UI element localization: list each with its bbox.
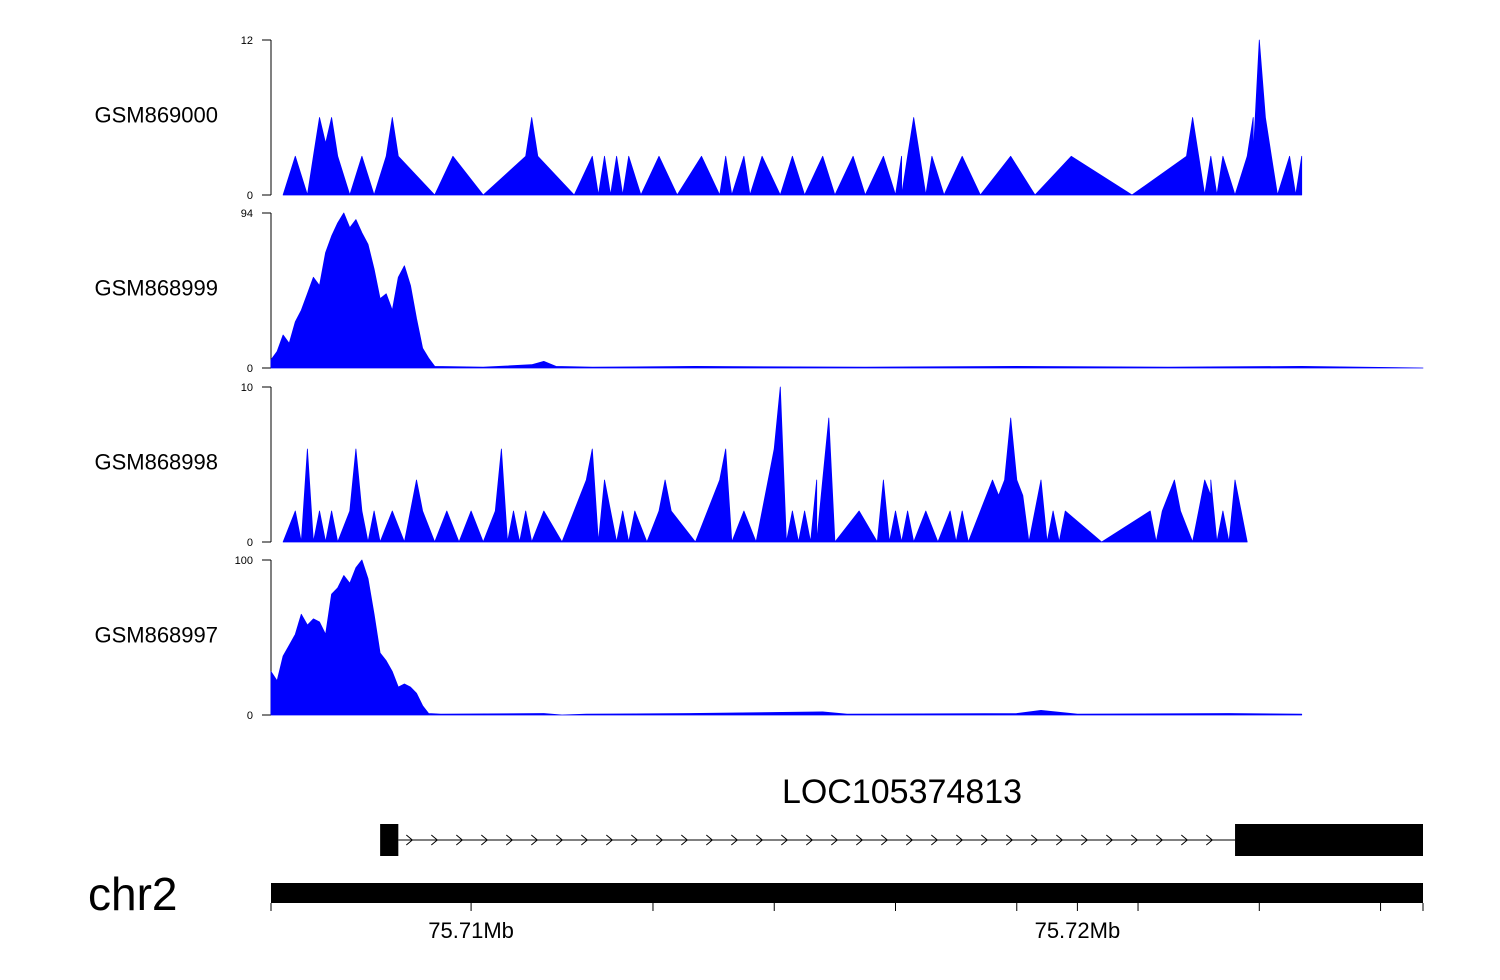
strand-arrow (481, 834, 489, 846)
strand-arrow (431, 834, 439, 846)
strand-arrow (906, 834, 914, 846)
strand-arrow (581, 834, 589, 846)
strand-arrow (1131, 834, 1139, 846)
chromosome-axis: chr2 75.71Mb 75.72Mb (88, 868, 1424, 943)
strand-arrow (456, 834, 464, 846)
track-GSM869000: GSM869000 12 0 (94, 35, 1303, 202)
track-label: GSM868999 (94, 275, 218, 300)
track-label: GSM869000 (94, 102, 218, 127)
y-tick-label-max: 10 (241, 382, 253, 394)
strand-arrow (556, 834, 564, 846)
strand-arrow (1206, 834, 1214, 846)
coverage-area (282, 39, 1303, 196)
strand-arrow (881, 834, 889, 846)
y-tick-label-max: 12 (241, 35, 253, 47)
track-GSM868997: GSM868997 100 0 (94, 555, 1303, 722)
exon-1 (380, 824, 399, 856)
strand-arrow (806, 834, 814, 846)
exon-2 (1235, 824, 1423, 856)
strand-arrow (656, 834, 664, 846)
coverage-area (270, 212, 1424, 369)
strand-arrow (531, 834, 539, 846)
gene-model (380, 824, 1423, 856)
strand-arrow (756, 834, 764, 846)
strand-arrow (1031, 834, 1039, 846)
chromosome-bar (271, 883, 1423, 903)
strand-arrow (706, 834, 714, 846)
y-tick-label-min: 0 (247, 537, 253, 549)
strand-arrow (931, 834, 939, 846)
gene-name-label: LOC105374813 (782, 773, 1022, 811)
strand-arrow (731, 834, 739, 846)
strand-arrow (1056, 834, 1064, 846)
y-tick-label-min: 0 (247, 710, 253, 722)
coverage-area (282, 386, 1248, 543)
strand-arrow (606, 834, 614, 846)
strand-arrow (1106, 834, 1114, 846)
track-label: GSM868997 (94, 622, 218, 647)
track-label: GSM868998 (94, 449, 218, 474)
strand-arrow (956, 834, 964, 846)
y-tick-label-min: 0 (247, 190, 253, 202)
axis-tick-label: 75.72Mb (1035, 918, 1121, 943)
track-GSM868999: GSM868999 94 0 (94, 208, 1424, 375)
strand-arrow (1156, 834, 1164, 846)
genomic-axis: 75.71Mb 75.72Mb (270, 883, 1424, 943)
chromosome-label: chr2 (88, 868, 177, 920)
y-tick-label-min: 0 (247, 363, 253, 375)
coverage-tracks: GSM869000120GSM868999940GSM868998100GSM8… (94, 35, 1424, 722)
strand-arrow (981, 834, 989, 846)
strand-arrow (406, 834, 414, 846)
strand-arrow (1181, 834, 1189, 846)
strand-arrow (681, 834, 689, 846)
strand-arrow (506, 834, 514, 846)
strand-arrow (856, 834, 864, 846)
coverage-area (270, 559, 1303, 716)
gene-track: LOC105374813 (380, 773, 1423, 856)
axis-tick-label: 75.71Mb (428, 918, 514, 943)
strand-arrow (631, 834, 639, 846)
strand-arrow (1081, 834, 1089, 846)
strand-arrow (1006, 834, 1014, 846)
y-tick-label-max: 100 (235, 555, 253, 567)
y-tick-label-max: 94 (241, 208, 253, 220)
track-GSM868998: GSM868998 10 0 (94, 382, 1248, 549)
strand-arrow (831, 834, 839, 846)
strand-arrow (781, 834, 789, 846)
